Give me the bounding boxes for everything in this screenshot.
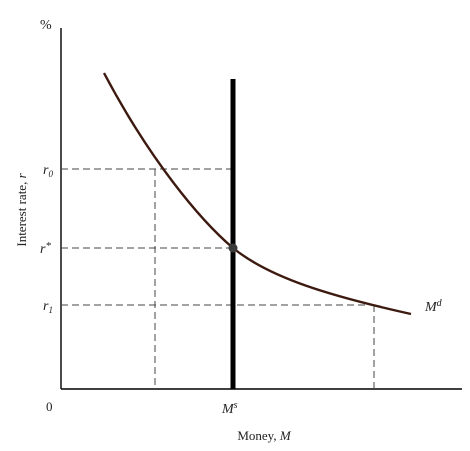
y-axis-percent-label: % <box>40 18 52 33</box>
guide-lines <box>61 168 375 389</box>
origin-label: 0 <box>46 399 53 414</box>
r0-tick-label: r0 <box>43 163 53 179</box>
money-demand-curve <box>102 72 412 316</box>
r1-tick-label: r1 <box>43 299 53 315</box>
equilibrium-point <box>228 243 238 253</box>
money-supply-tick-label: Ms <box>221 400 238 417</box>
y-axis-title: Interest rate, r <box>14 172 29 246</box>
money-demand-label: Md <box>424 298 443 315</box>
x-axis-title: Money, M <box>237 428 292 443</box>
rstar-tick-label: r* <box>40 240 51 257</box>
